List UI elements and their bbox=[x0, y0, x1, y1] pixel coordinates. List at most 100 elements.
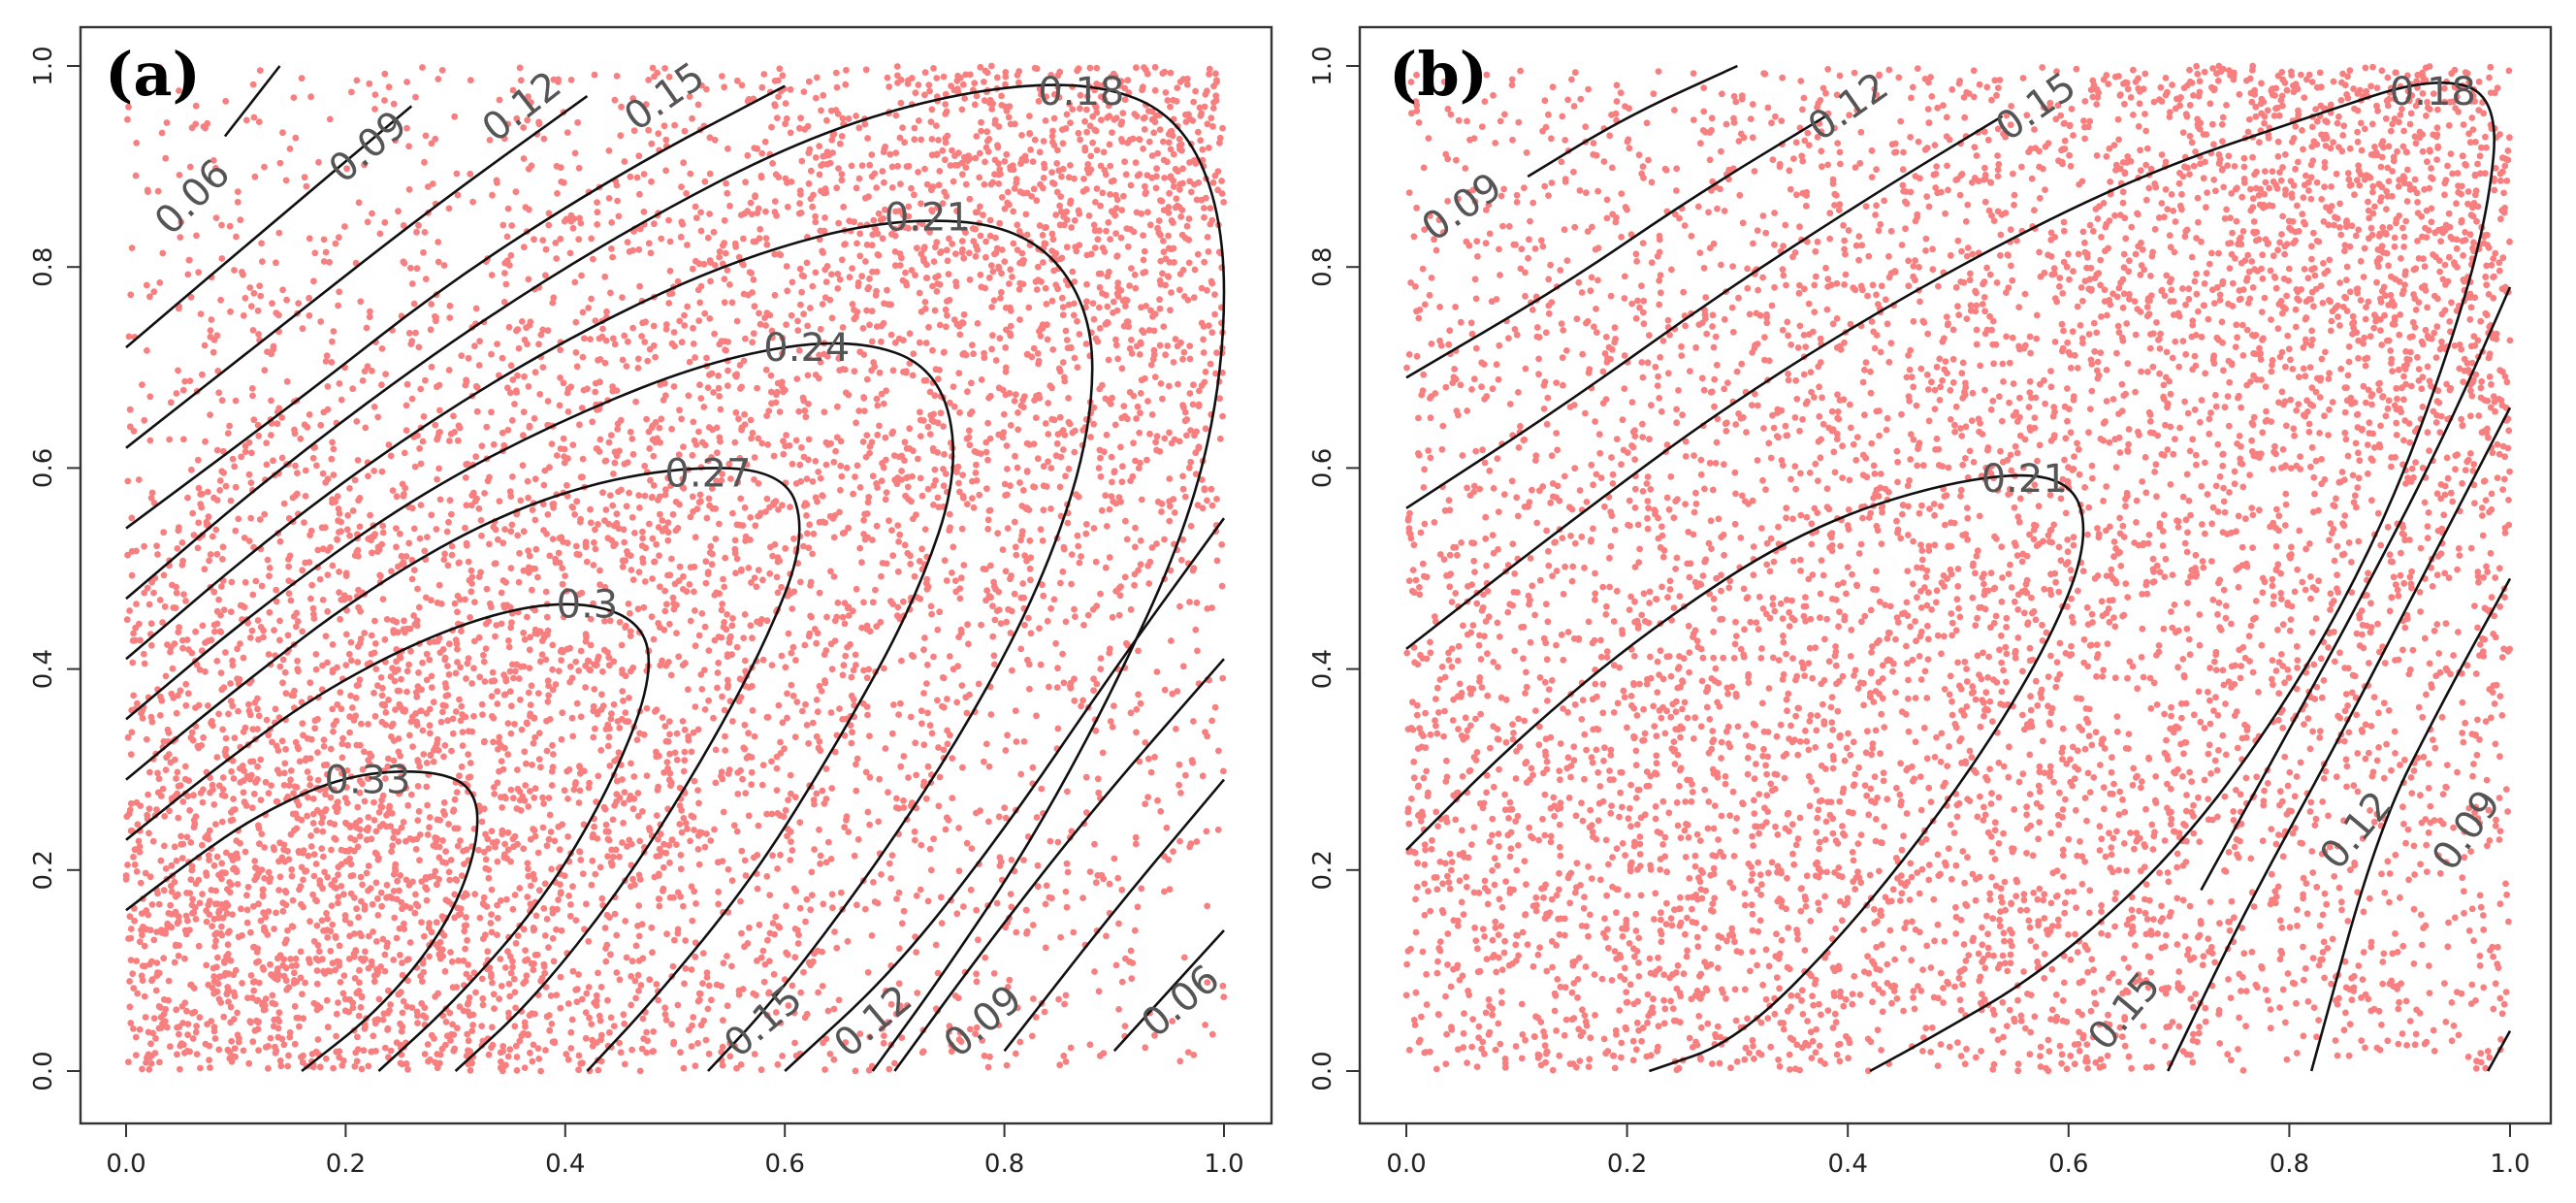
scatter-point bbox=[1042, 117, 1049, 124]
scatter-point bbox=[673, 841, 680, 848]
scatter-point bbox=[922, 340, 930, 346]
scatter-point bbox=[356, 966, 363, 974]
scatter-point bbox=[416, 535, 424, 542]
scatter-point bbox=[1130, 439, 1137, 447]
scatter-point bbox=[1076, 242, 1083, 248]
scatter-point bbox=[989, 268, 997, 276]
scatter-point bbox=[886, 860, 893, 867]
scatter-point bbox=[520, 432, 527, 439]
scatter-point bbox=[618, 641, 626, 649]
scatter-point bbox=[741, 611, 749, 618]
scatter-point bbox=[719, 1061, 726, 1069]
scatter-point bbox=[209, 348, 217, 356]
scatter-point bbox=[1020, 857, 1027, 863]
scatter-point bbox=[848, 162, 855, 170]
scatter-point bbox=[707, 277, 714, 285]
scatter-point bbox=[986, 216, 994, 224]
scatter-point bbox=[1209, 105, 1217, 112]
scatter-point bbox=[212, 164, 219, 172]
scatter-point bbox=[1027, 630, 1035, 637]
scatter-point bbox=[254, 421, 262, 429]
scatter-point bbox=[773, 787, 781, 794]
scatter-point bbox=[1070, 311, 1078, 319]
scatter-point bbox=[279, 656, 287, 664]
scatter-point bbox=[620, 819, 627, 827]
scatter-point bbox=[629, 95, 637, 102]
scatter-point bbox=[454, 437, 462, 444]
scatter-point bbox=[649, 949, 656, 957]
scatter-point bbox=[1074, 532, 1081, 539]
scatter-point bbox=[676, 563, 684, 570]
scatter-point bbox=[391, 914, 399, 922]
scatter-point bbox=[265, 732, 273, 739]
scatter-point bbox=[690, 324, 696, 332]
scatter-point bbox=[345, 650, 353, 658]
scatter-point bbox=[1117, 287, 1125, 294]
scatter-point bbox=[1142, 374, 1148, 382]
scatter-point bbox=[757, 320, 764, 328]
scatter-point bbox=[212, 937, 220, 945]
scatter-point bbox=[661, 392, 669, 400]
scatter-point bbox=[144, 584, 151, 592]
scatter-point bbox=[291, 969, 298, 977]
scatter-point bbox=[1022, 156, 1030, 164]
scatter-point bbox=[427, 730, 434, 737]
scatter-point bbox=[632, 994, 639, 1002]
scatter-point bbox=[203, 961, 210, 969]
scatter-point bbox=[985, 136, 993, 143]
scatter-point bbox=[809, 550, 816, 558]
scatter-point bbox=[911, 124, 918, 132]
scatter-point bbox=[173, 775, 179, 782]
scatter-point bbox=[860, 395, 868, 402]
scatter-point bbox=[346, 729, 353, 736]
scatter-point bbox=[522, 782, 530, 789]
scatter-point bbox=[200, 733, 208, 741]
scatter-point bbox=[900, 797, 907, 804]
scatter-point bbox=[1162, 255, 1170, 263]
scatter-point bbox=[268, 397, 274, 405]
scatter-point bbox=[956, 408, 963, 416]
scatter-point bbox=[306, 311, 313, 319]
scatter-point bbox=[372, 666, 380, 672]
scatter-point bbox=[463, 922, 470, 929]
scatter-point bbox=[1202, 425, 1209, 433]
scatter-point bbox=[643, 1028, 650, 1036]
scatter-point bbox=[939, 674, 947, 681]
scatter-point bbox=[379, 522, 387, 530]
scatter-point bbox=[1090, 687, 1097, 695]
scatter-point bbox=[921, 305, 929, 312]
scatter-point bbox=[500, 671, 507, 679]
scatter-point bbox=[935, 802, 943, 810]
scatter-point bbox=[483, 423, 491, 431]
scatter-point bbox=[691, 888, 698, 895]
scatter-point bbox=[407, 341, 415, 347]
scatter-point bbox=[304, 423, 311, 431]
scatter-point bbox=[747, 514, 755, 521]
scatter-point bbox=[435, 747, 442, 754]
scatter-point bbox=[581, 926, 588, 933]
scatter-point bbox=[742, 179, 749, 186]
scatter-point bbox=[193, 661, 201, 668]
scatter-point bbox=[422, 1014, 430, 1022]
scatter-point bbox=[569, 967, 577, 975]
scatter-point bbox=[1067, 200, 1074, 208]
scatter-point bbox=[625, 718, 632, 726]
scatter-point bbox=[888, 852, 896, 859]
scatter-point bbox=[920, 376, 928, 384]
scatter-point bbox=[564, 796, 571, 802]
scatter-point bbox=[789, 692, 797, 699]
scatter-point bbox=[445, 205, 453, 212]
scatter-point bbox=[815, 374, 822, 382]
scatter-point bbox=[1097, 666, 1105, 672]
scatter-point bbox=[153, 806, 160, 813]
scatter-point bbox=[488, 272, 496, 278]
scatter-point bbox=[1148, 411, 1156, 418]
scatter-point bbox=[706, 549, 714, 557]
scatter-point bbox=[634, 790, 642, 797]
scatter-point bbox=[1030, 440, 1038, 447]
scatter-point bbox=[892, 112, 900, 119]
scatter-point bbox=[328, 902, 336, 909]
scatter-point bbox=[385, 1054, 392, 1061]
scatter-point bbox=[966, 691, 973, 699]
scatter-point bbox=[370, 404, 378, 410]
